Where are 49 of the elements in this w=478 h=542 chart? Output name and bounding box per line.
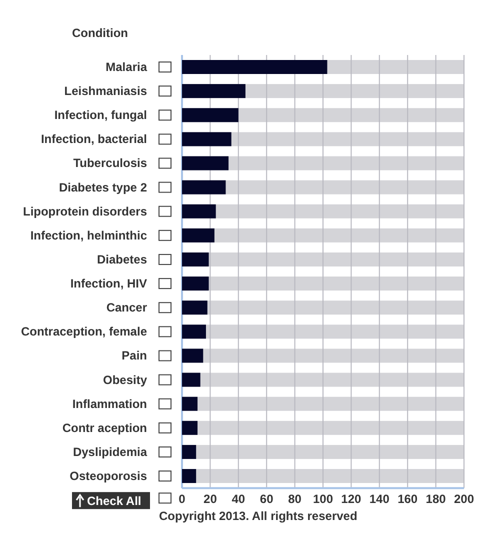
y-tick-label: Contraception, female [20, 324, 148, 339]
y-tick-label: Infection, bacterial [40, 132, 147, 146]
y-tick-label: Diabetes [96, 252, 148, 266]
bar [182, 300, 208, 315]
text: Check All [87, 494, 142, 508]
x-tick-label: 0 [178, 492, 186, 506]
x-tick-label: 180 [426, 492, 446, 506]
y-tick-label: Malaria [106, 60, 148, 74]
bar [182, 469, 196, 484]
x-tick-label: 100 [312, 492, 334, 506]
bar [182, 396, 198, 411]
y-tick-label: Osteoporosis [70, 469, 148, 484]
x-tick-label: 20 [204, 492, 218, 506]
bar [182, 84, 246, 98]
x-tick-label: 200 [454, 492, 474, 506]
y-tick-label: Lipoprotein disorders [22, 204, 148, 218]
x-tick-label: 80 [288, 492, 302, 506]
x-tick-label: 60 [260, 492, 274, 506]
x-tick-label: 160 [398, 492, 418, 506]
bar [182, 132, 232, 146]
y-tick-label: Leishmaniasis [64, 84, 148, 98]
bar [182, 276, 209, 291]
x-tick-label: 140 [369, 492, 390, 506]
bar [182, 444, 196, 459]
y-tick-label: Infection, helminthic [30, 228, 148, 242]
x-tick-label: 120 [341, 492, 362, 506]
bar [182, 348, 204, 363]
y-tick-label: Inflammation [72, 396, 147, 411]
bar [182, 204, 216, 218]
bar [182, 108, 238, 122]
x-tick-label: 40 [232, 492, 246, 506]
y-tick-label: Pain [122, 348, 147, 363]
bar [182, 324, 206, 339]
bar [182, 228, 214, 242]
bar [182, 372, 200, 387]
y-tick-label: Tuberculosis [73, 156, 148, 170]
y-axis-title: Condition [72, 26, 128, 40]
y-tick-label: Obesity [102, 372, 148, 387]
y-tick-label: Infection, fungal [54, 108, 147, 122]
bar [182, 420, 198, 435]
text: Copyright 2013. All rights reserved [159, 509, 358, 524]
y-tick-label: Cancer [106, 300, 148, 315]
y-tick-label: Infection, HIV [70, 276, 147, 291]
bar [182, 156, 229, 170]
y-tick-label: Diabetes type 2 [58, 180, 148, 194]
y-tick-label: Contr aception [62, 420, 147, 435]
bar [182, 252, 209, 266]
bar [182, 180, 226, 194]
y-tick-label: Dyslipidemia [72, 444, 148, 459]
